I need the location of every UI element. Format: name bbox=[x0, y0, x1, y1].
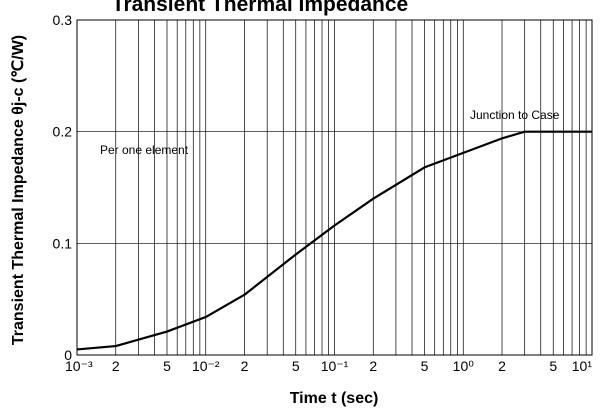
x-axis-label: Time t (sec) bbox=[290, 390, 379, 407]
x-tick-label: 10⁻³ bbox=[65, 358, 93, 374]
annotation: Junction to Case bbox=[470, 108, 560, 122]
x-tick-label: 5 bbox=[292, 358, 300, 374]
x-tick-label: 10⁻¹ bbox=[321, 358, 349, 374]
x-tick-label: 2 bbox=[112, 358, 120, 374]
annotation: Per one element bbox=[100, 143, 189, 157]
x-tick-label: 2 bbox=[498, 358, 506, 374]
curve bbox=[76, 130, 592, 351]
y-axis-label: Transient Thermal Impedance θj-c (℃/W) bbox=[10, 35, 27, 345]
y-tick-label: 0.3 bbox=[53, 12, 73, 28]
x-tick-label: 5 bbox=[163, 358, 171, 374]
x-tick-label: 10⁰ bbox=[453, 358, 475, 374]
x-tick-label: 5 bbox=[421, 358, 429, 374]
y-tick-label: 0 bbox=[64, 347, 72, 363]
x-tick-label: 10¹ bbox=[572, 358, 593, 374]
y-tick-label: 0.2 bbox=[53, 124, 73, 140]
x-tick-label: 2 bbox=[241, 358, 249, 374]
x-tick-label: 5 bbox=[549, 358, 557, 374]
x-tick-label: 2 bbox=[369, 358, 377, 374]
x-tick-label: 10⁻² bbox=[192, 358, 220, 374]
y-tick-label: 0.1 bbox=[53, 235, 73, 251]
chart-title: Transient Thermal Impedance bbox=[112, 0, 408, 16]
